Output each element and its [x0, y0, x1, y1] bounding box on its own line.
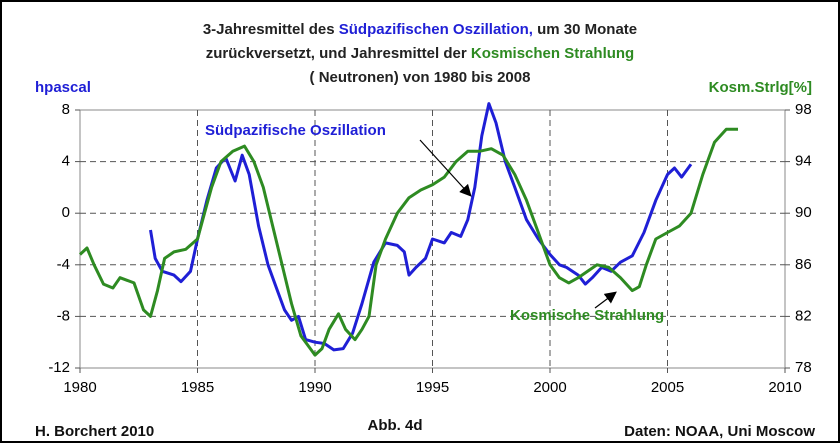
chart-title: ( Neutronen) von 1980 bis 2008: [310, 69, 531, 86]
arrow: [594, 291, 617, 309]
y2-tick-label: 78: [795, 359, 812, 376]
y2-tick-label: 94: [795, 153, 812, 170]
series-line: [78, 127, 738, 357]
x-tick-label: 2000: [533, 379, 566, 396]
y-tick-label: -8: [57, 307, 70, 324]
y-tick-label: 0: [62, 204, 70, 221]
y-axis-label: hpascal: [35, 79, 91, 96]
y-tick-label: 8: [62, 101, 70, 118]
y2-axis-label: Kosm.Strlg[%]: [709, 79, 812, 96]
footer-left: H. Borchert 2010: [35, 423, 154, 440]
y2-tick-label: 86: [795, 256, 812, 273]
footer-center: Abb. 4d: [368, 417, 423, 434]
title-part: ( Neutronen) von 1980 bis 2008: [310, 69, 531, 86]
x-tick-label: 1985: [181, 379, 214, 396]
y2-tick-label: 82: [795, 307, 812, 324]
x-tick-label: 1990: [298, 379, 331, 396]
y2-tick-label: 98: [795, 101, 812, 118]
annotation: Südpazifische Oszillation: [205, 122, 386, 139]
y-tick-label: 4: [62, 153, 70, 170]
y2-tick-label: 90: [795, 204, 812, 221]
title-part: 3-Jahresmittel des: [203, 21, 339, 38]
x-tick-label: 2010: [768, 379, 801, 396]
chart-title: zurückversetzt, und Jahresmittel der Kos…: [206, 45, 634, 62]
x-tick-label: 1980: [63, 379, 96, 396]
footer-right: Daten: NOAA, Uni Moscow: [624, 423, 815, 440]
y-tick-label: -12: [48, 359, 70, 376]
annotation: Kosmische Strahlung: [510, 307, 664, 324]
series-line: [149, 102, 693, 352]
title-part: um 30 Monate: [533, 21, 637, 38]
title-part: Südpazifischen Oszillation,: [339, 21, 533, 38]
x-tick-label: 1995: [416, 379, 449, 396]
arrow: [419, 139, 472, 197]
title-part: zurückversetzt, und Jahresmittel der: [206, 45, 471, 62]
title-part: Kosmischen Strahlung: [471, 45, 634, 62]
y-tick-label: -4: [57, 256, 70, 273]
x-tick-label: 2005: [651, 379, 684, 396]
chart-title: 3-Jahresmittel des Südpazifischen Oszill…: [203, 21, 637, 38]
